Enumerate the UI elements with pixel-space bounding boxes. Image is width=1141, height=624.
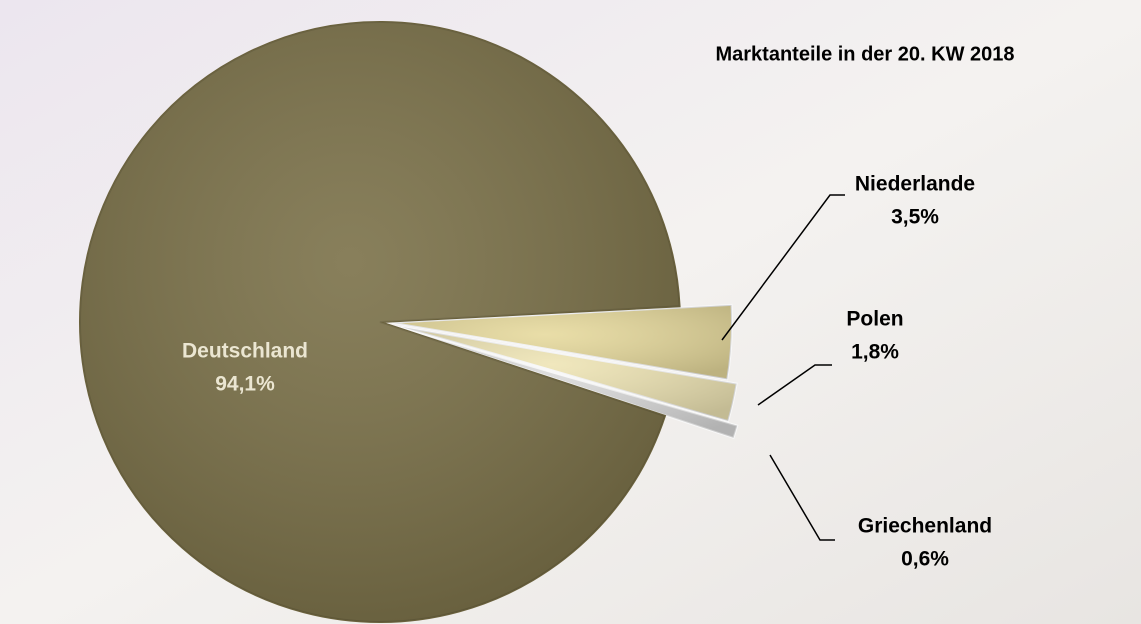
slice-label: Griechenland <box>858 515 992 538</box>
slice-value-label: 0,6% <box>901 548 949 571</box>
slice-label: Polen <box>846 308 903 331</box>
slice-label: Niederlande <box>855 173 975 196</box>
slice-value-label: 3,5% <box>891 206 939 229</box>
chart: Marktanteile in der 20. KW 2018 Deutschl… <box>0 0 1141 624</box>
slice-value-label: 94,1% <box>215 373 275 396</box>
slice-value-label: 1,8% <box>851 341 899 364</box>
slice-label: Deutschland <box>182 340 308 363</box>
chart-title: Marktanteile in der 20. KW 2018 <box>715 43 1014 65</box>
